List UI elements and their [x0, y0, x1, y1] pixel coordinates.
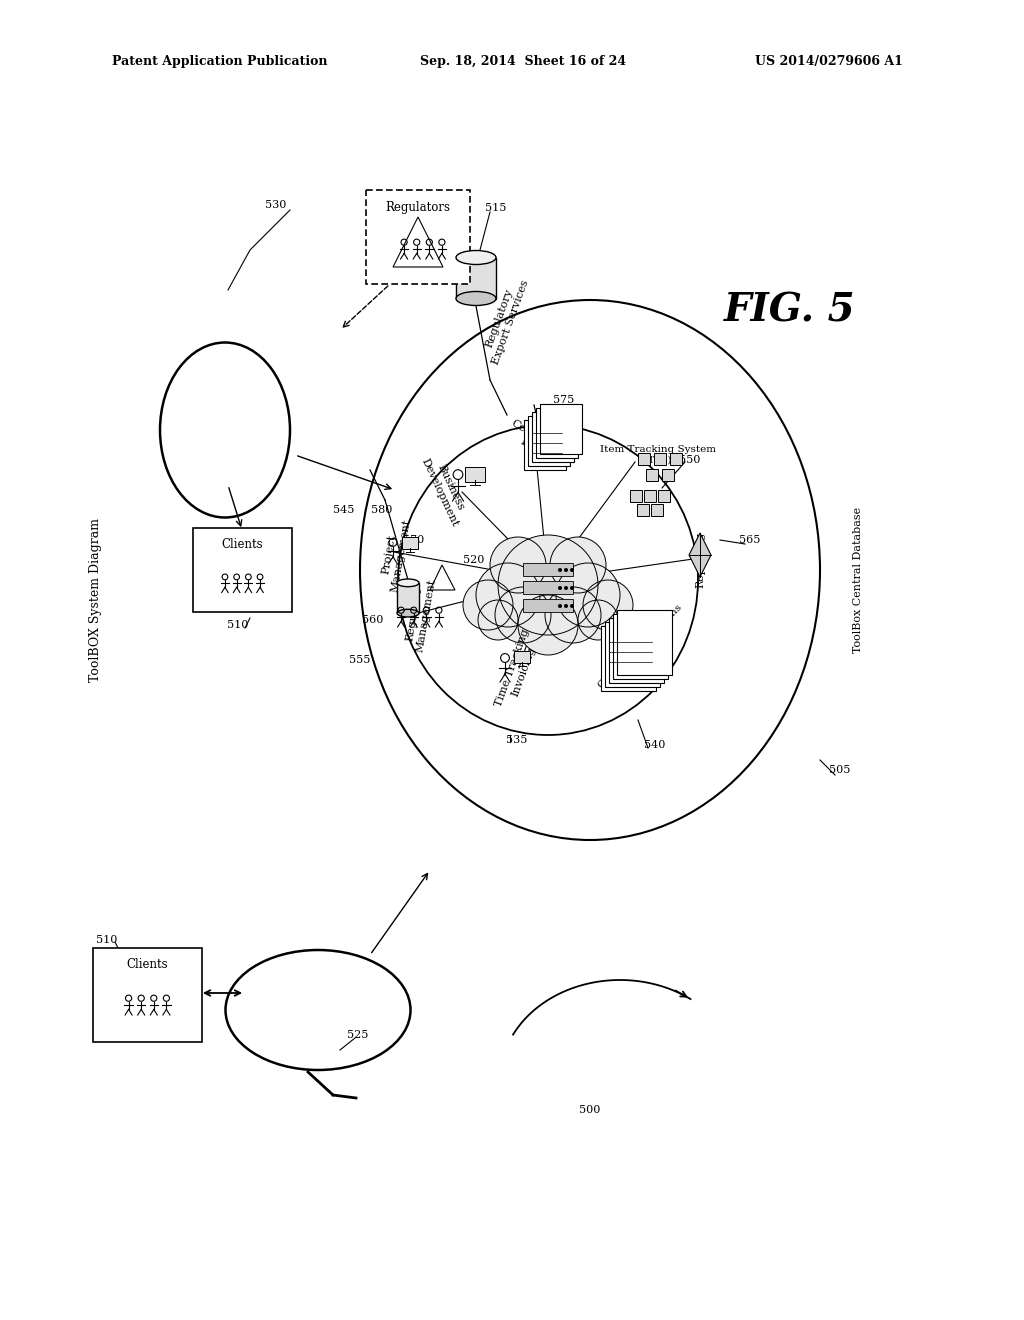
FancyBboxPatch shape — [616, 610, 672, 675]
FancyBboxPatch shape — [93, 948, 202, 1041]
Text: ToolBox Central Database: ToolBox Central Database — [853, 507, 863, 653]
FancyBboxPatch shape — [366, 190, 470, 284]
Text: Item Tracking System
(ITS): Item Tracking System (ITS) — [600, 445, 716, 465]
Circle shape — [550, 537, 606, 593]
Text: Clients: Clients — [221, 537, 263, 550]
Text: Sep. 18, 2014  Sheet 16 of 24: Sep. 18, 2014 Sheet 16 of 24 — [420, 55, 626, 69]
Text: FIG. 5: FIG. 5 — [724, 290, 856, 329]
Text: 515: 515 — [485, 203, 507, 213]
FancyBboxPatch shape — [401, 537, 419, 549]
FancyBboxPatch shape — [658, 491, 670, 502]
Polygon shape — [689, 533, 711, 577]
Text: Business
Development: Business Development — [420, 451, 470, 528]
Circle shape — [556, 564, 620, 627]
Text: 525: 525 — [347, 1030, 369, 1040]
FancyBboxPatch shape — [397, 583, 419, 614]
FancyBboxPatch shape — [465, 467, 484, 482]
Text: 575: 575 — [553, 395, 574, 405]
Text: 500: 500 — [580, 1105, 601, 1115]
Circle shape — [476, 564, 540, 627]
Circle shape — [545, 587, 601, 643]
Text: 520: 520 — [463, 554, 484, 565]
Text: Certification
Report: Certification Report — [504, 418, 577, 473]
FancyBboxPatch shape — [532, 412, 574, 462]
FancyBboxPatch shape — [662, 469, 675, 482]
Circle shape — [564, 586, 568, 590]
Text: 570: 570 — [403, 535, 425, 545]
Text: Reporting: Reporting — [695, 532, 705, 589]
FancyBboxPatch shape — [644, 491, 655, 502]
Circle shape — [570, 605, 574, 609]
Text: 550: 550 — [679, 455, 700, 465]
Text: 510: 510 — [96, 935, 118, 945]
Text: Project
Management: Project Management — [378, 516, 412, 594]
Text: 535: 535 — [506, 735, 527, 744]
Circle shape — [498, 535, 598, 635]
FancyBboxPatch shape — [653, 453, 667, 466]
Text: 555: 555 — [349, 655, 371, 665]
Text: Regulators: Regulators — [385, 202, 451, 214]
Text: Checklist/Regulations
(CAMS): Checklist/Regulations (CAMS) — [596, 602, 691, 697]
Text: 580: 580 — [372, 506, 392, 515]
Text: Regulator
Management: Regulator Management — [402, 577, 437, 653]
FancyBboxPatch shape — [631, 491, 642, 502]
FancyBboxPatch shape — [193, 528, 292, 612]
Text: 540: 540 — [644, 741, 666, 750]
Ellipse shape — [456, 251, 496, 264]
Text: Regulatory
Export Services: Regulatory Export Services — [479, 275, 530, 366]
Circle shape — [518, 595, 578, 655]
Circle shape — [558, 605, 562, 609]
Ellipse shape — [397, 610, 419, 616]
Ellipse shape — [456, 292, 496, 305]
FancyBboxPatch shape — [670, 453, 682, 466]
FancyBboxPatch shape — [524, 420, 566, 470]
FancyBboxPatch shape — [645, 469, 658, 482]
Text: 560: 560 — [362, 615, 384, 624]
Circle shape — [564, 568, 568, 572]
FancyBboxPatch shape — [528, 416, 570, 466]
Circle shape — [490, 537, 546, 593]
FancyBboxPatch shape — [637, 504, 648, 516]
FancyBboxPatch shape — [456, 257, 496, 298]
FancyBboxPatch shape — [608, 618, 664, 682]
FancyBboxPatch shape — [523, 599, 573, 612]
Text: 510: 510 — [227, 620, 249, 630]
FancyBboxPatch shape — [612, 614, 668, 678]
Circle shape — [495, 587, 551, 643]
FancyBboxPatch shape — [604, 622, 659, 686]
FancyBboxPatch shape — [523, 581, 573, 594]
Ellipse shape — [397, 579, 419, 586]
Circle shape — [578, 601, 618, 640]
FancyBboxPatch shape — [514, 651, 530, 664]
Circle shape — [570, 568, 574, 572]
Circle shape — [570, 586, 574, 590]
FancyBboxPatch shape — [540, 404, 582, 454]
Text: ToolBOX System Diagram: ToolBOX System Diagram — [88, 517, 101, 682]
FancyBboxPatch shape — [600, 626, 655, 690]
FancyBboxPatch shape — [638, 453, 650, 466]
Circle shape — [558, 586, 562, 590]
Text: 505: 505 — [829, 766, 851, 775]
FancyBboxPatch shape — [651, 504, 663, 516]
Circle shape — [463, 579, 513, 630]
Text: US 2014/0279606 A1: US 2014/0279606 A1 — [755, 55, 903, 69]
Text: 545: 545 — [334, 506, 354, 515]
Text: 530: 530 — [265, 201, 287, 210]
Text: Time Tracking
Invoicing: Time Tracking Invoicing — [494, 628, 542, 713]
Text: Clients: Clients — [127, 957, 168, 970]
Text: 565: 565 — [739, 535, 761, 545]
Text: Patent Application Publication: Patent Application Publication — [112, 55, 328, 69]
Circle shape — [478, 601, 518, 640]
FancyBboxPatch shape — [536, 408, 578, 458]
Circle shape — [583, 579, 633, 630]
Circle shape — [558, 568, 562, 572]
FancyBboxPatch shape — [523, 564, 573, 576]
Circle shape — [564, 605, 568, 609]
